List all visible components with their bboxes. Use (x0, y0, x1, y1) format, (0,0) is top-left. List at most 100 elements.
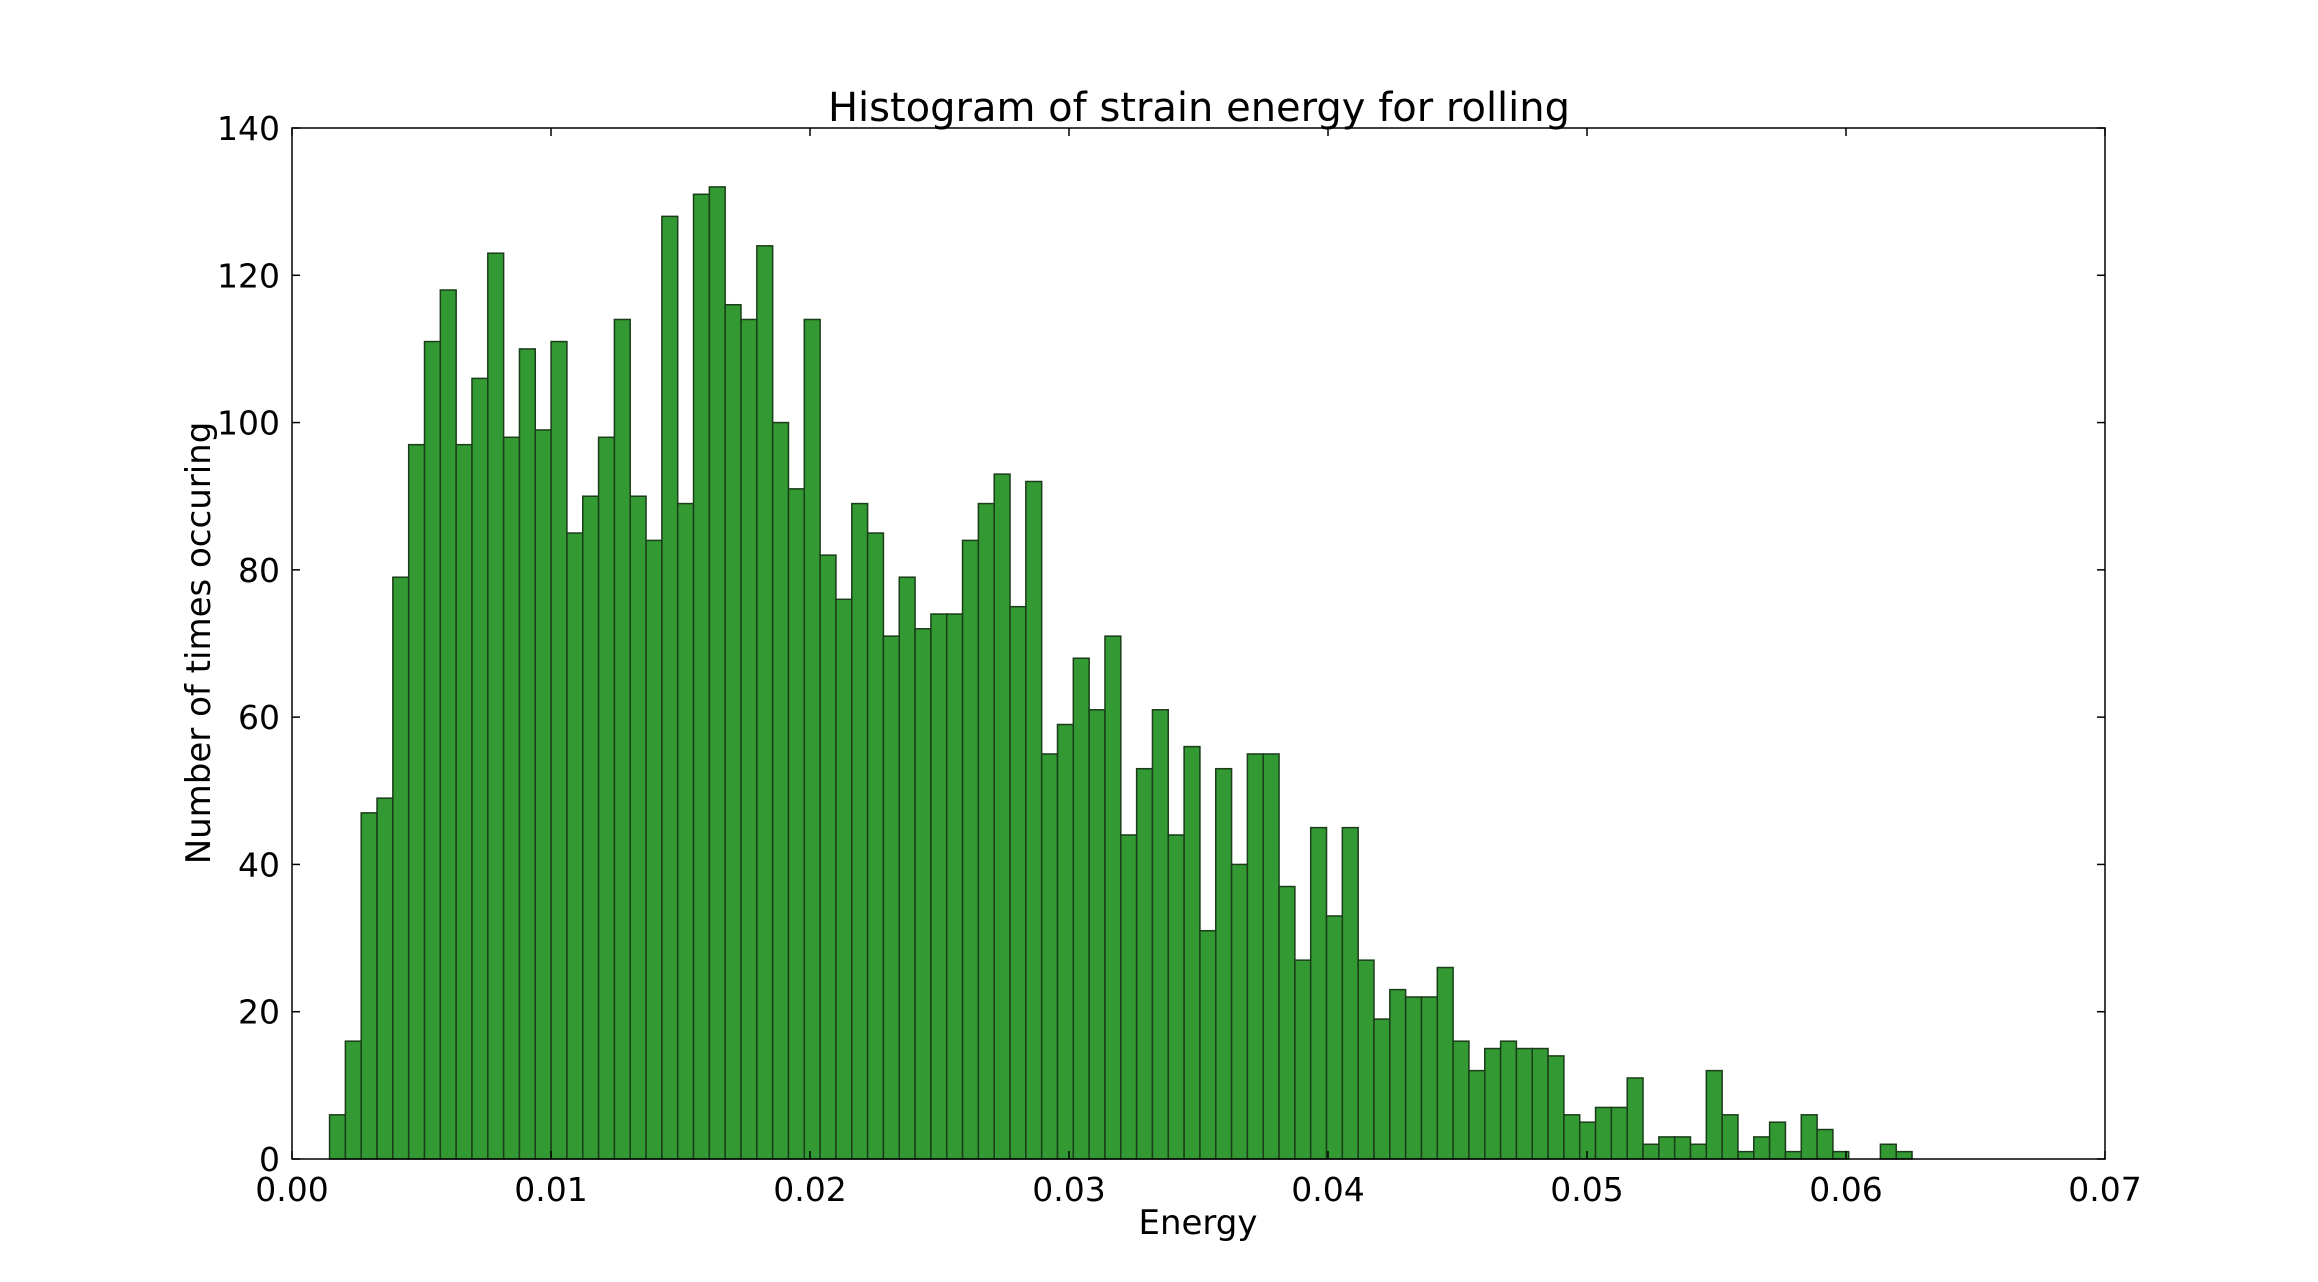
histogram-bar (1689, 1143, 1708, 1160)
histogram-bar (629, 495, 647, 1160)
histogram-bar (1515, 1047, 1533, 1160)
histogram-bar (455, 443, 473, 1160)
histogram-bar (439, 289, 457, 1160)
histogram-bar (1705, 1069, 1723, 1160)
histogram-bar (1294, 959, 1312, 1160)
histogram-bar (613, 318, 631, 1160)
y-axis-label: Number of times occuring (179, 422, 219, 865)
histogram-bar (1357, 959, 1375, 1160)
histogram-bar (1135, 767, 1154, 1160)
histogram-bar (692, 193, 711, 1160)
histogram-bar (1183, 745, 1201, 1160)
x-tick-label: 0.02 (773, 1170, 846, 1209)
histogram-bar (407, 443, 426, 1160)
histogram-bar (1784, 1150, 1803, 1160)
histogram-bar (1610, 1106, 1628, 1160)
histogram-bar (1673, 1136, 1692, 1160)
histogram-bar (977, 502, 995, 1160)
y-axis: 0 20 40 60 80 100 120 140 (217, 109, 2105, 1179)
histogram-bar (392, 576, 410, 1160)
histogram-bar (344, 1040, 362, 1160)
y-tick-label: 80 (238, 551, 280, 590)
histogram-bar (1626, 1077, 1644, 1160)
y-tick-label: 100 (217, 404, 280, 443)
histogram-bar (1151, 709, 1170, 1160)
histogram-bar (882, 635, 900, 1160)
histogram-bar (360, 812, 378, 1160)
histogram-bar (1531, 1047, 1549, 1160)
histogram-bar (1879, 1143, 1897, 1160)
histogram-bar (1025, 480, 1043, 1160)
y-tick-label: 40 (238, 845, 280, 884)
histogram-bar (1088, 709, 1106, 1160)
histogram-bar (898, 576, 916, 1160)
histogram-bar (1484, 1047, 1502, 1160)
x-tick-label: 0.01 (514, 1170, 587, 1209)
histogram-bar (740, 318, 758, 1160)
histogram-bar (1215, 767, 1233, 1160)
histogram-bar (1309, 826, 1328, 1160)
histogram-bar (1262, 753, 1280, 1160)
histogram-bar (1278, 885, 1296, 1160)
y-tick-label: 60 (238, 698, 280, 737)
histogram-bar (1436, 966, 1454, 1160)
histogram-bar (1737, 1150, 1755, 1160)
histogram-bar (1768, 1121, 1787, 1160)
histogram-bar (1325, 915, 1344, 1160)
histogram-bar (1816, 1128, 1834, 1160)
x-tick-label: 0.00 (255, 1170, 328, 1209)
histogram-bar (1246, 753, 1264, 1160)
histogram-bar (597, 436, 616, 1160)
histogram-bar (1563, 1114, 1581, 1160)
histogram-bar (708, 186, 726, 1160)
histogram-bar (1120, 834, 1138, 1160)
histogram-bar (803, 318, 821, 1160)
histogram-bar (819, 554, 837, 1160)
histogram-bar (1199, 929, 1217, 1160)
histogram-bar (1594, 1106, 1613, 1160)
histogram-bar (945, 613, 964, 1160)
histogram-bar (534, 429, 552, 1160)
chart-title: Histogram of strain energy for rolling (828, 85, 1570, 131)
histogram-bar (866, 532, 885, 1160)
x-tick-label: 0.06 (1809, 1170, 1882, 1209)
histogram-bar (423, 340, 442, 1160)
histogram-bar (1499, 1040, 1518, 1160)
histogram-bar (566, 532, 584, 1160)
histogram-bar (487, 252, 505, 1160)
histogram-bar (787, 488, 806, 1160)
histogram-bar (835, 598, 853, 1160)
histogram-bar (1452, 1040, 1470, 1160)
histogram-bar (724, 303, 742, 1160)
histogram-bar (1009, 605, 1027, 1160)
plot-frame (291, 127, 2106, 1160)
histogram-bar (1468, 1069, 1486, 1160)
histogram-bar (930, 613, 948, 1160)
x-tick-label: 0.05 (1550, 1170, 1623, 1209)
y-tick-label: 120 (217, 256, 280, 295)
histogram-bar (676, 502, 695, 1160)
histogram-bar (1230, 863, 1249, 1160)
histogram-bar (1642, 1143, 1660, 1160)
histogram-bar (1404, 996, 1423, 1160)
y-tick-label: 140 (217, 109, 280, 148)
histogram-bar (1040, 753, 1059, 1160)
histogram-bar (1753, 1136, 1771, 1160)
histogram-bar (1800, 1114, 1818, 1160)
histogram-bar (1420, 996, 1439, 1160)
y-tick-label: 0 (259, 1140, 280, 1179)
x-axis: 0.00 0.01 0.02 0.03 0.04 0.05 0.06 0.07 (255, 128, 2142, 1209)
histogram-bar (1104, 635, 1122, 1160)
histogram-bar (328, 1114, 347, 1160)
histogram-bar (961, 539, 980, 1160)
histogram-bar (518, 348, 537, 1160)
histogram-bar (756, 245, 774, 1160)
histogram-bar (914, 628, 932, 1160)
histogram-bar (1167, 834, 1185, 1160)
histogram-bar (1547, 1055, 1565, 1160)
histogram-bar (502, 436, 521, 1160)
histogram-bar (1658, 1136, 1676, 1160)
histogram-bar (1389, 988, 1407, 1160)
